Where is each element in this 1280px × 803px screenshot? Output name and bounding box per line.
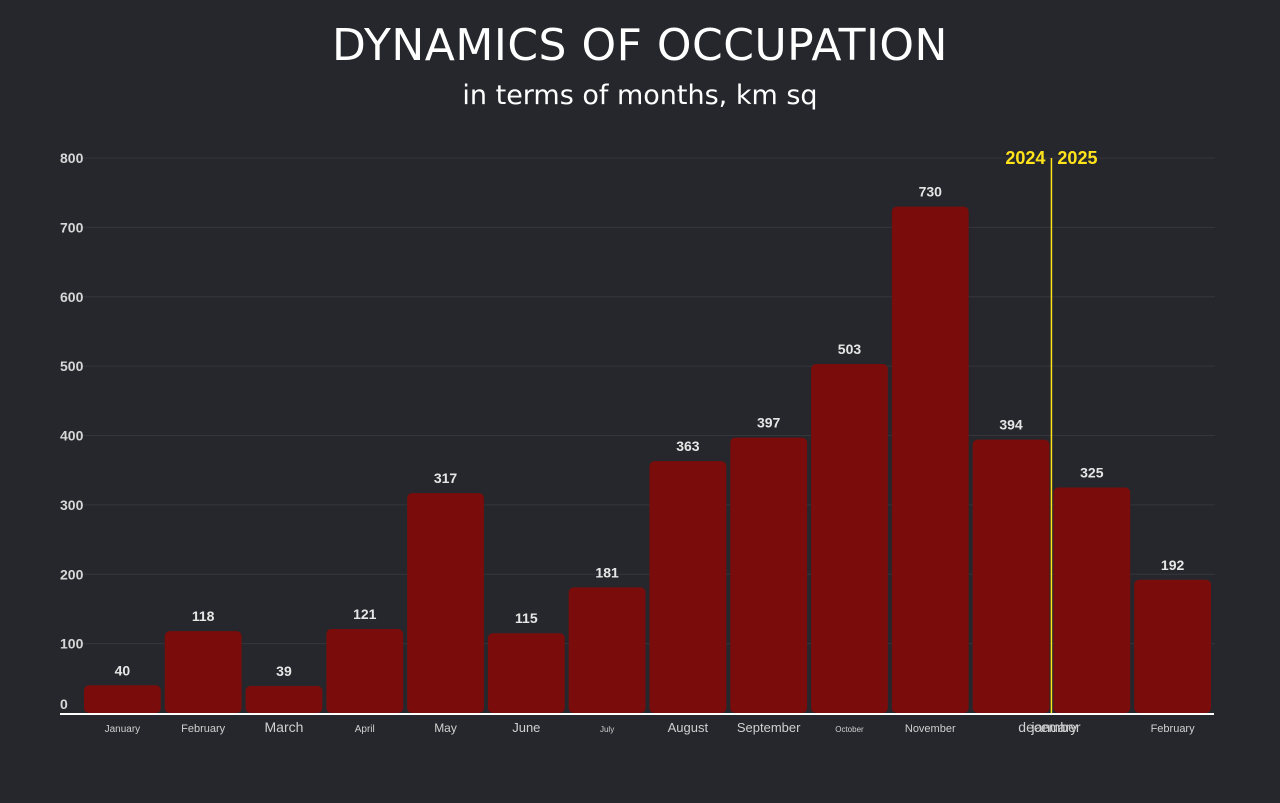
data-label: 40 bbox=[115, 662, 131, 678]
x-tick-label: July bbox=[600, 725, 614, 734]
y-tick-label: 0 bbox=[60, 696, 68, 712]
bar-december-11 bbox=[972, 439, 1050, 713]
data-label: 317 bbox=[434, 470, 458, 486]
data-label: 192 bbox=[1161, 557, 1185, 573]
bar-january-0 bbox=[84, 685, 161, 713]
gridlines bbox=[82, 157, 1215, 645]
x-tick-label: October bbox=[835, 725, 864, 734]
data-label: 118 bbox=[192, 608, 215, 624]
x-tick-label: November bbox=[905, 723, 956, 735]
y-tick-label: 800 bbox=[60, 150, 84, 166]
x-tick-label: January bbox=[105, 724, 141, 735]
bar-november-10 bbox=[891, 206, 969, 713]
year-label-2024: 2024 bbox=[1005, 148, 1045, 168]
bar-august-7 bbox=[649, 461, 727, 713]
x-tick-label: February bbox=[181, 723, 226, 735]
data-label: 121 bbox=[353, 606, 377, 622]
data-label: 363 bbox=[676, 438, 700, 454]
x-tick-label: September bbox=[737, 720, 801, 735]
x-tick-label: january bbox=[1030, 719, 1077, 735]
y-tick-label: 100 bbox=[60, 636, 84, 652]
data-label: 394 bbox=[999, 417, 1023, 433]
y-tick-label: 200 bbox=[60, 566, 84, 582]
x-tick-label: March bbox=[265, 719, 304, 735]
x-tick-label: February bbox=[1151, 723, 1196, 735]
chart-subtitle: in terms of months, km sq bbox=[462, 80, 818, 111]
x-tick-label: August bbox=[668, 720, 709, 735]
x-tick-label: April bbox=[355, 724, 375, 735]
data-label: 730 bbox=[919, 184, 943, 200]
bar-june-5 bbox=[487, 633, 565, 713]
y-tick-label: 600 bbox=[60, 289, 84, 305]
x-tick-label: May bbox=[434, 721, 457, 735]
y-tick-label: 500 bbox=[60, 358, 84, 374]
chart-title: DYNAMICS OF OCCUPATION bbox=[332, 20, 948, 71]
y-tick-label: 300 bbox=[60, 497, 84, 513]
y-tick-label: 700 bbox=[60, 219, 84, 235]
data-label: 397 bbox=[757, 415, 781, 431]
data-label: 39 bbox=[276, 663, 292, 679]
bar-january-12 bbox=[1053, 487, 1131, 713]
bar-may-4 bbox=[407, 493, 484, 713]
data-label: 503 bbox=[838, 341, 862, 357]
x-tick-label: december bbox=[1018, 719, 1081, 735]
data-label: 325 bbox=[1080, 465, 1104, 481]
bar-october-9 bbox=[811, 364, 888, 713]
bars bbox=[84, 206, 1211, 713]
bar-april-3 bbox=[326, 629, 404, 713]
data-label: 115 bbox=[515, 610, 538, 626]
bar-february-13 bbox=[1134, 579, 1211, 713]
y-tick-label: 400 bbox=[60, 428, 84, 444]
bar-july-6 bbox=[568, 587, 646, 713]
bar-march-2 bbox=[245, 685, 323, 713]
x-axis-labels: January February March April May June July Augu… bbox=[105, 719, 1196, 735]
year-label-2025: 2025 bbox=[1057, 148, 1097, 168]
bar-september-8 bbox=[730, 437, 808, 713]
bar-february-1 bbox=[164, 631, 242, 713]
y-axis-ticks: 0 100 200 300 400 500 600 700 800 bbox=[60, 150, 84, 712]
data-label: 181 bbox=[595, 564, 619, 580]
data-labels: 40 118 39 121 317 115 181 363 397 503 730 394 325 192 bbox=[115, 184, 1185, 679]
x-tick-label: June bbox=[512, 720, 540, 735]
